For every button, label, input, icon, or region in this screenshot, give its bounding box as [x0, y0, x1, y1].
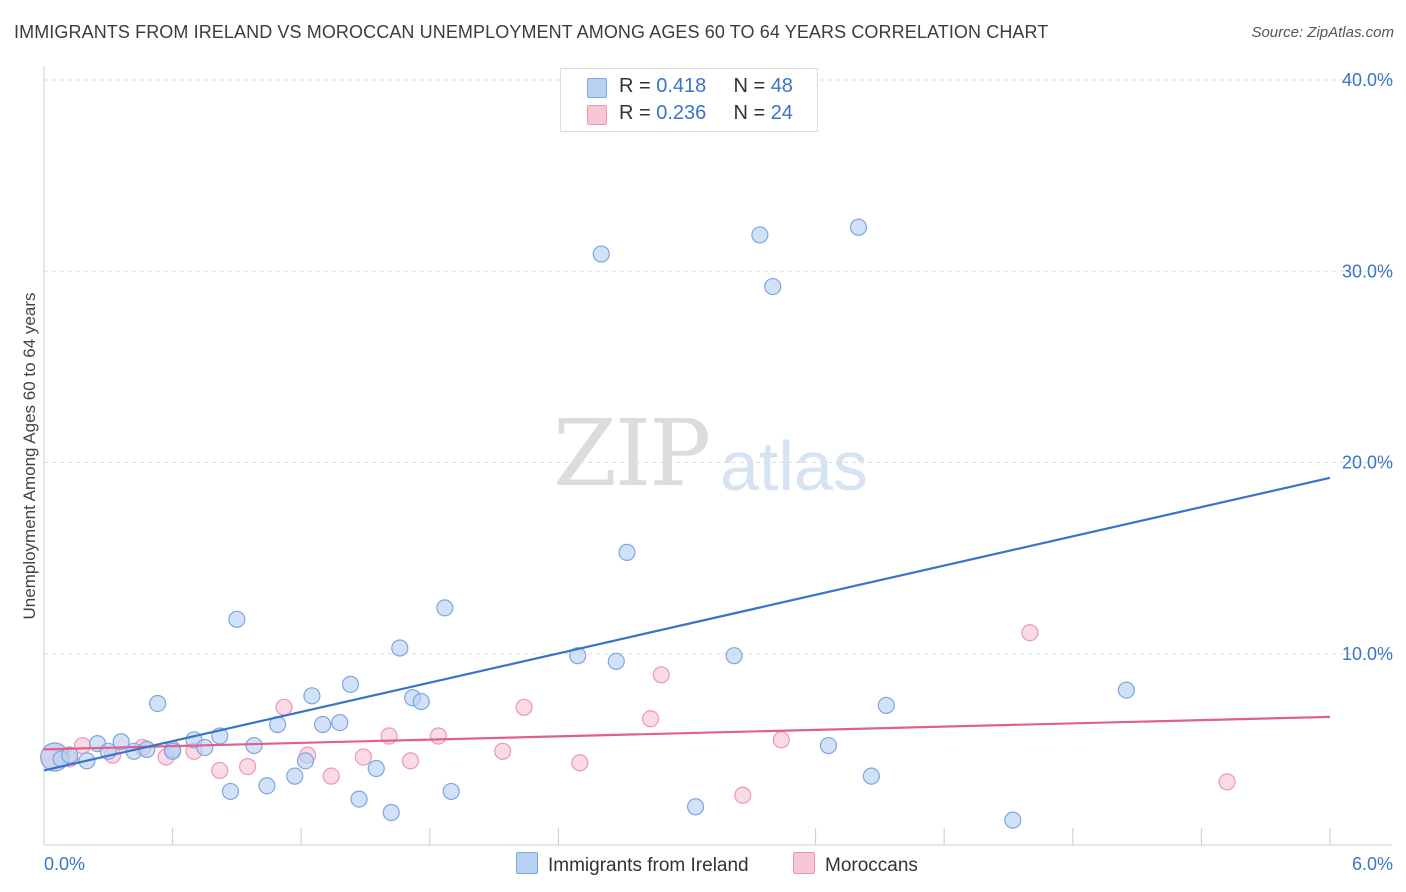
watermark-zip: ZIP: [553, 400, 711, 507]
ireland-point: [618, 543, 636, 561]
y-tick-label: 40.0%: [1342, 70, 1393, 90]
moroccan-point: [1218, 773, 1236, 791]
legend-n-value: 24: [770, 102, 793, 124]
ireland-point: [196, 738, 214, 757]
ireland-point: [148, 694, 167, 713]
ireland-point: [303, 687, 321, 705]
moroccan-point: [429, 727, 447, 745]
y-axis-label: Unemployment Among Ages 60 to 64 years: [20, 292, 39, 620]
ireland-point: [341, 675, 360, 693]
moroccan-point: [772, 731, 790, 749]
ireland-point: [258, 777, 276, 795]
watermark-atlas: atlas: [720, 427, 868, 505]
ireland-trend-line: [43, 476, 1331, 772]
moroccan-legend-label: Moroccans: [825, 855, 918, 876]
moroccan-point: [641, 710, 660, 728]
ireland-point: [412, 692, 430, 711]
source-label: Source: ZipAtlas.com: [1251, 24, 1394, 41]
moroccan-swatch: [587, 105, 607, 125]
ireland-point: [592, 245, 610, 263]
legend-r-value: 0.236: [656, 102, 707, 124]
moroccan-point: [571, 754, 589, 772]
ireland-legend-swatch: [516, 852, 538, 874]
ireland-point: [764, 277, 782, 296]
ireland-point: [436, 599, 454, 617]
ireland-point: [569, 647, 587, 665]
ireland-point: [1117, 681, 1135, 699]
ireland-point: [862, 767, 880, 785]
moroccan-point: [734, 786, 752, 804]
ireland-point: [221, 782, 240, 801]
ireland-swatch: [587, 78, 607, 98]
correlation-legend: R = 0.418 N = 48 R = 0.236 N = 24: [560, 68, 818, 132]
ireland-point: [751, 226, 769, 244]
ireland-point: [245, 736, 263, 755]
legend-r-value: 0.418: [656, 75, 707, 97]
ireland-point: [391, 639, 409, 657]
ireland-point: [61, 746, 79, 764]
legend-n-label: N =: [733, 102, 771, 124]
ireland-point: [849, 218, 868, 236]
ireland-point: [442, 782, 460, 801]
moroccan-point: [322, 767, 340, 785]
moroccan-point: [515, 698, 533, 716]
ireland-point: [877, 696, 895, 714]
ireland-legend-label: Immigrants from Ireland: [548, 855, 749, 876]
y-tick-label: 10.0%: [1342, 644, 1393, 664]
ireland-point: [350, 790, 368, 808]
moroccan-point: [652, 666, 670, 684]
moroccan-point: [275, 698, 293, 716]
bottom-legend-ireland: Immigrants from Ireland: [516, 852, 749, 877]
moroccan-point: [1021, 624, 1039, 642]
chart-title: IMMIGRANTS FROM IRELAND VS MOROCCAN UNEM…: [14, 22, 1049, 42]
legend-n-label: N =: [733, 75, 771, 97]
legend-r-label: R =: [619, 75, 657, 97]
moroccan-point: [211, 761, 229, 780]
legend-r-label: R =: [619, 102, 657, 124]
ireland-point: [382, 803, 400, 822]
ireland-point: [367, 759, 385, 778]
ireland-point: [331, 713, 349, 732]
moroccan-trend-line: [43, 715, 1331, 751]
moroccan-point: [354, 748, 372, 766]
ireland-point: [607, 652, 625, 671]
ireland-point: [725, 647, 743, 665]
y-tick-label: 30.0%: [1342, 261, 1393, 281]
bottom-legend-moroccan: Moroccans: [793, 852, 918, 877]
ireland-point: [296, 752, 315, 770]
moroccan-point: [239, 757, 257, 776]
y-tick-label: 20.0%: [1342, 453, 1393, 473]
moroccan-point: [494, 742, 512, 760]
ireland-point: [686, 798, 705, 816]
ireland-point: [819, 736, 838, 755]
legend-n-value: 48: [770, 75, 793, 97]
ireland-point: [314, 715, 332, 734]
moroccan-point: [401, 752, 420, 770]
moroccan-legend-swatch: [793, 852, 815, 874]
x-tick-label: 0.0%: [44, 854, 85, 874]
ireland-point: [112, 733, 130, 751]
ireland-point: [1004, 811, 1022, 829]
x-tick-label: 6.0%: [1352, 854, 1393, 874]
ireland-point: [228, 610, 246, 628]
ireland-point: [286, 767, 304, 785]
